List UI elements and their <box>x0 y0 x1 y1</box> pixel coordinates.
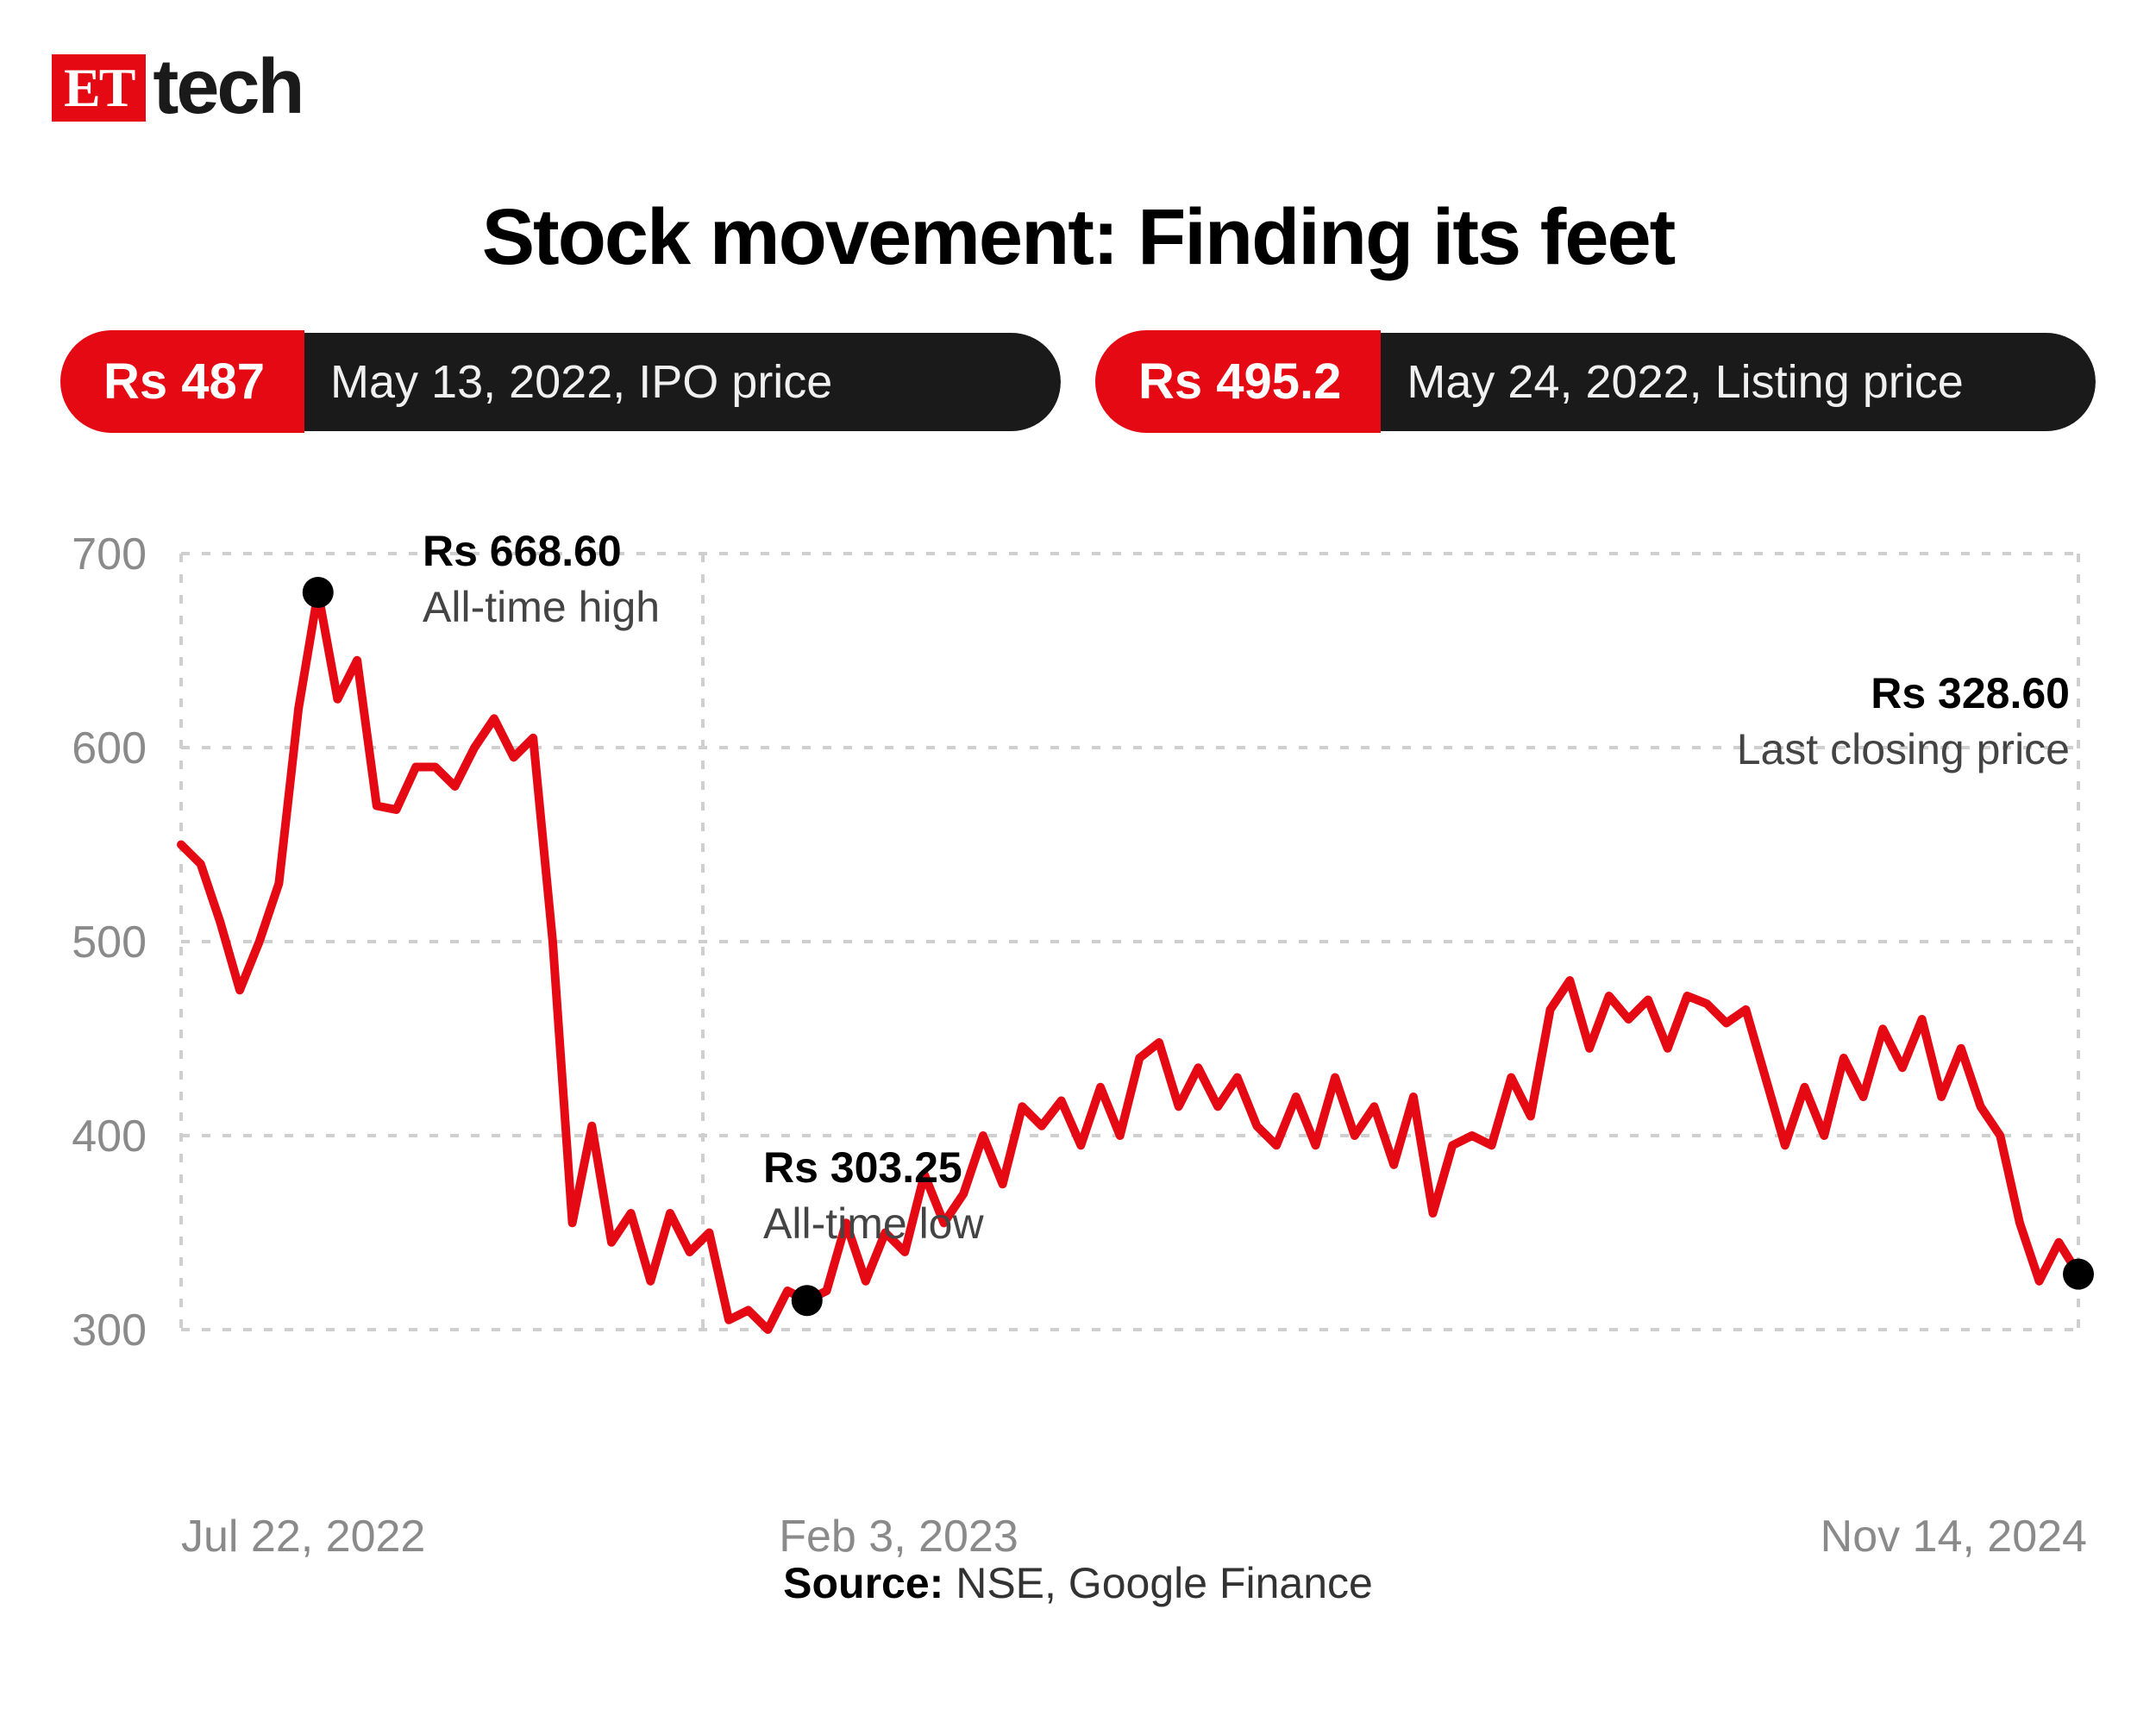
brand-logo: ET tech <box>52 43 2104 132</box>
info-pills: Rs 487 May 13, 2022, IPO price Rs 495.2 … <box>52 330 2104 433</box>
x-tick-label: Feb 3, 2023 <box>779 1511 1018 1562</box>
x-axis-labels: Jul 22, 2022 Feb 3, 2023 Nov 14, 2024 <box>52 1485 2104 1562</box>
annotation-value: Rs 328.60 <box>1737 666 2070 722</box>
x-tick-label: Jul 22, 2022 <box>181 1511 425 1562</box>
svg-text:300: 300 <box>72 1305 147 1355</box>
annotation-label: All-time low <box>763 1196 984 1252</box>
chart-svg: 300 400 500 600 700 <box>52 502 2104 1373</box>
pill-listing-price: Rs 495.2 May 24, 2022, Listing price <box>1095 330 2096 433</box>
source-text: NSE, Google Finance <box>943 1559 1373 1607</box>
svg-text:500: 500 <box>72 917 147 967</box>
chart-source: Source: NSE, Google Finance <box>52 1558 2104 1608</box>
pill-desc: May 13, 2022, IPO price <box>304 333 1061 431</box>
svg-text:700: 700 <box>72 529 147 579</box>
logo-text: tech <box>153 43 302 132</box>
x-tick-label: Nov 14, 2024 <box>1821 1511 2087 1562</box>
annotation-label: Last closing price <box>1737 722 2070 778</box>
annotation-last-close: Rs 328.60 Last closing price <box>1737 666 2070 778</box>
pill-ipo-price: Rs 487 May 13, 2022, IPO price <box>60 330 1061 433</box>
annotation-all-time-high: Rs 668.60 All-time high <box>423 523 660 635</box>
pill-price: Rs 495.2 <box>1095 330 1381 433</box>
svg-text:400: 400 <box>72 1111 147 1161</box>
pill-desc: May 24, 2022, Listing price <box>1381 333 2096 431</box>
chart-title: Stock movement: Finding its feet <box>52 192 2104 283</box>
annotation-label: All-time high <box>423 579 660 635</box>
annotation-value: Rs 303.25 <box>763 1140 984 1196</box>
svg-text:600: 600 <box>72 723 147 773</box>
pill-price: Rs 487 <box>60 330 304 433</box>
annotation-value: Rs 668.60 <box>423 523 660 579</box>
logo-box: ET <box>52 54 146 122</box>
annotation-all-time-low: Rs 303.25 All-time low <box>763 1140 984 1252</box>
stock-line-chart: 300400500600700 Rs 668.60 All-time high … <box>52 502 2104 1493</box>
source-prefix: Source: <box>783 1559 943 1607</box>
